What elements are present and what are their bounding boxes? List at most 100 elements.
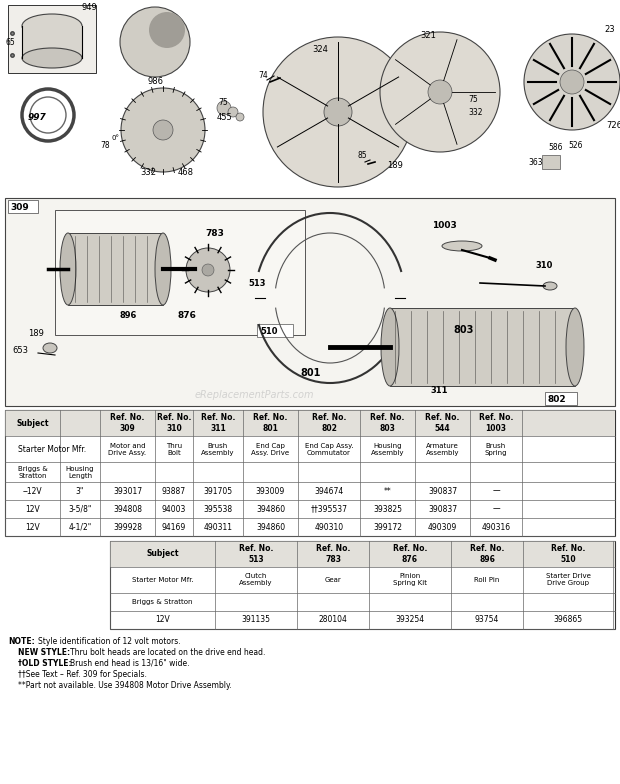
Text: 468: 468 (178, 168, 194, 177)
Text: NOTE:: NOTE: (8, 637, 35, 646)
Text: 513: 513 (248, 279, 265, 288)
Text: 23: 23 (604, 25, 614, 34)
Bar (390, 308, 575, 386)
Text: Ref. No.
311: Ref. No. 311 (201, 413, 235, 433)
Bar (8, 200, 38, 213)
Text: End Cap
Assy. Drive: End Cap Assy. Drive (252, 442, 290, 456)
Text: 4-1/2": 4-1/2" (68, 522, 92, 532)
Text: 394860: 394860 (256, 504, 285, 514)
Text: Motor and
Drive Assy.: Motor and Drive Assy. (108, 442, 146, 456)
Text: 332: 332 (140, 168, 156, 177)
Circle shape (202, 264, 214, 276)
Text: †OLD STYLE:: †OLD STYLE: (18, 659, 72, 668)
Text: —: — (492, 504, 500, 514)
Text: Brush
Assembly: Brush Assembly (202, 442, 235, 456)
Text: Subject: Subject (146, 550, 179, 558)
Text: —: — (492, 487, 500, 495)
Text: 3-5/8": 3-5/8" (68, 504, 92, 514)
Text: Ref. No.
783: Ref. No. 783 (316, 544, 350, 564)
Text: 510: 510 (260, 327, 278, 336)
Text: 363: 363 (528, 158, 542, 167)
Text: Ref. No.
309: Ref. No. 309 (110, 413, 144, 433)
Circle shape (217, 101, 231, 115)
Text: 490310: 490310 (314, 522, 343, 532)
Ellipse shape (155, 233, 171, 305)
Text: 189: 189 (387, 161, 403, 170)
Text: 393009: 393009 (256, 487, 285, 495)
Text: 393017: 393017 (113, 487, 142, 495)
Text: Style identification of 12 volt motors.: Style identification of 12 volt motors. (38, 637, 180, 646)
Bar (542, 155, 560, 169)
Text: 395538: 395538 (203, 504, 232, 514)
Text: 94003: 94003 (162, 504, 186, 514)
Text: 189: 189 (28, 329, 44, 338)
Ellipse shape (442, 241, 482, 251)
Text: 93754: 93754 (475, 615, 499, 625)
Text: 396865: 396865 (554, 615, 583, 625)
Text: 876: 876 (178, 311, 197, 320)
Text: ‒12V: ‒12V (23, 487, 42, 495)
Text: 399928: 399928 (113, 522, 142, 532)
Text: 75: 75 (218, 98, 228, 107)
Text: 490311: 490311 (203, 522, 232, 532)
Circle shape (380, 32, 500, 152)
Text: 0°: 0° (112, 135, 120, 141)
Text: 65: 65 (5, 38, 15, 47)
Text: Starter Motor Mfr.: Starter Motor Mfr. (19, 445, 87, 453)
Text: Ref. No.
803: Ref. No. 803 (370, 413, 405, 433)
Circle shape (228, 107, 238, 117)
Text: Brush
Spring: Brush Spring (485, 442, 507, 456)
Text: Ref. No.
510: Ref. No. 510 (551, 544, 585, 564)
Text: 75: 75 (468, 95, 478, 104)
Text: 801: 801 (300, 368, 321, 378)
Bar (110, 541, 615, 567)
Circle shape (324, 98, 352, 126)
Text: **Part not available. Use 394808 Motor Drive Assembly.: **Part not available. Use 394808 Motor D… (18, 681, 232, 690)
Circle shape (236, 113, 244, 121)
Text: Subject: Subject (16, 419, 49, 427)
Circle shape (560, 70, 584, 94)
Bar (22, 26, 82, 58)
Text: Thru
Bolt: Thru Bolt (166, 442, 182, 456)
Text: 12V: 12V (25, 522, 40, 532)
Text: 310: 310 (535, 261, 552, 270)
Text: 783: 783 (205, 229, 224, 238)
Text: 490309: 490309 (428, 522, 457, 532)
Text: Roll Pin: Roll Pin (474, 577, 500, 583)
Text: 85: 85 (358, 151, 368, 160)
Text: Ref. No.
876: Ref. No. 876 (393, 544, 427, 564)
Circle shape (153, 120, 173, 140)
Bar (257, 324, 293, 337)
Text: eReplacementParts.com: eReplacementParts.com (195, 390, 314, 400)
Ellipse shape (543, 282, 557, 290)
Text: 280104: 280104 (319, 615, 347, 625)
Text: 586: 586 (548, 143, 562, 152)
Text: Gear: Gear (325, 577, 342, 583)
Text: Starter Drive
Drive Group: Starter Drive Drive Group (546, 574, 590, 586)
Text: 726: 726 (606, 121, 620, 130)
Text: Ref. No.
896: Ref. No. 896 (470, 544, 504, 564)
Text: Clutch
Assembly: Clutch Assembly (239, 574, 273, 586)
Ellipse shape (43, 343, 57, 353)
Text: Ref. No.
1003: Ref. No. 1003 (479, 413, 513, 433)
Ellipse shape (60, 233, 76, 305)
Text: Starter Motor Mfr.: Starter Motor Mfr. (131, 577, 193, 583)
Circle shape (263, 37, 413, 187)
Text: 93887: 93887 (162, 487, 186, 495)
Text: 393254: 393254 (396, 615, 425, 625)
Text: Ref. No.
544: Ref. No. 544 (425, 413, 459, 433)
Text: 3": 3" (76, 487, 84, 495)
Text: 12V: 12V (155, 615, 170, 625)
Circle shape (428, 80, 452, 104)
Text: 390837: 390837 (428, 487, 457, 495)
Text: 390837: 390837 (428, 504, 457, 514)
Text: Housing
Assembly: Housing Assembly (371, 442, 404, 456)
Text: 653: 653 (12, 346, 28, 355)
Text: 896: 896 (120, 311, 138, 320)
Text: Thru bolt heads are located on the drive end head.: Thru bolt heads are located on the drive… (70, 648, 265, 657)
Circle shape (120, 7, 190, 77)
Text: 399172: 399172 (373, 522, 402, 532)
Text: 1003: 1003 (432, 221, 457, 230)
Text: Housing
Length: Housing Length (66, 466, 94, 478)
Text: 391135: 391135 (242, 615, 270, 625)
